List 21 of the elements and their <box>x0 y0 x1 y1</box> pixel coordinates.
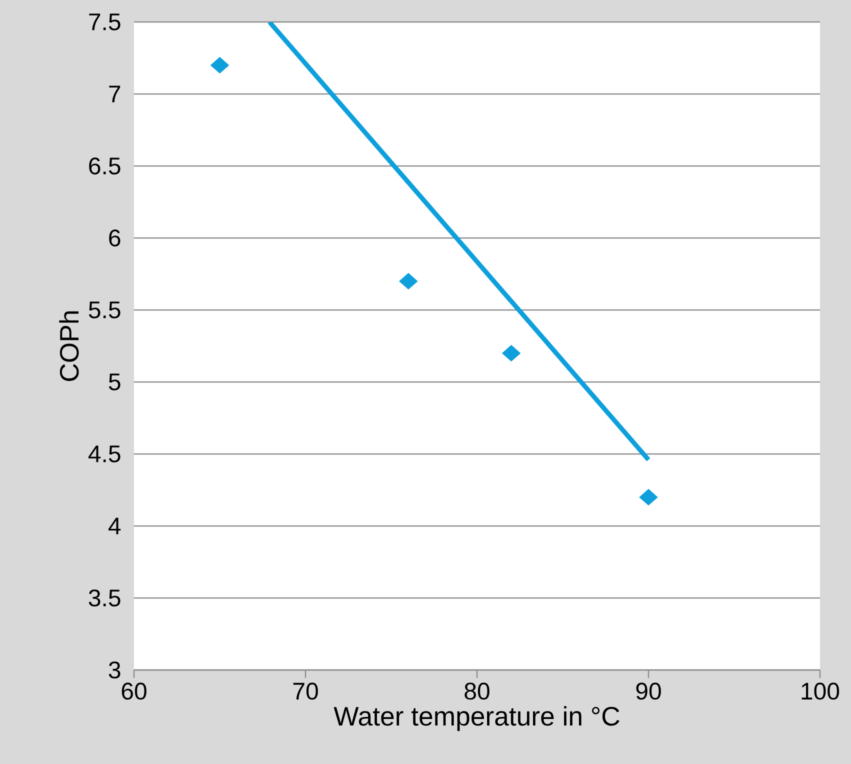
x-axis-title: Water temperature in °C <box>334 706 620 732</box>
x-tick-label: 80 <box>464 682 490 700</box>
y-axis-title: COPh <box>59 311 79 381</box>
y-tick-label: 7.5 <box>89 14 120 30</box>
point <box>399 272 418 290</box>
y-tick-label: 3 <box>108 661 120 678</box>
y-tick-label: 6.5 <box>89 157 120 174</box>
y-tick-label: 5 <box>108 374 120 390</box>
y-tick-label: 7 <box>109 86 120 102</box>
x-tick-label: 90 <box>636 682 661 700</box>
x-tick-label: 60 <box>122 682 146 700</box>
point <box>210 56 230 74</box>
x-tick-label: 70 <box>293 682 318 700</box>
y-tick-label: 5.5 <box>88 302 120 318</box>
y-tick-label: 6 <box>109 229 120 246</box>
point <box>639 488 658 506</box>
x-tick-label: 100 <box>802 682 840 700</box>
point <box>502 344 521 362</box>
y-tick-label: 4 <box>108 518 121 534</box>
y-tick-label: 3.5 <box>88 589 120 606</box>
y-tick-label: 4.5 <box>88 446 120 462</box>
